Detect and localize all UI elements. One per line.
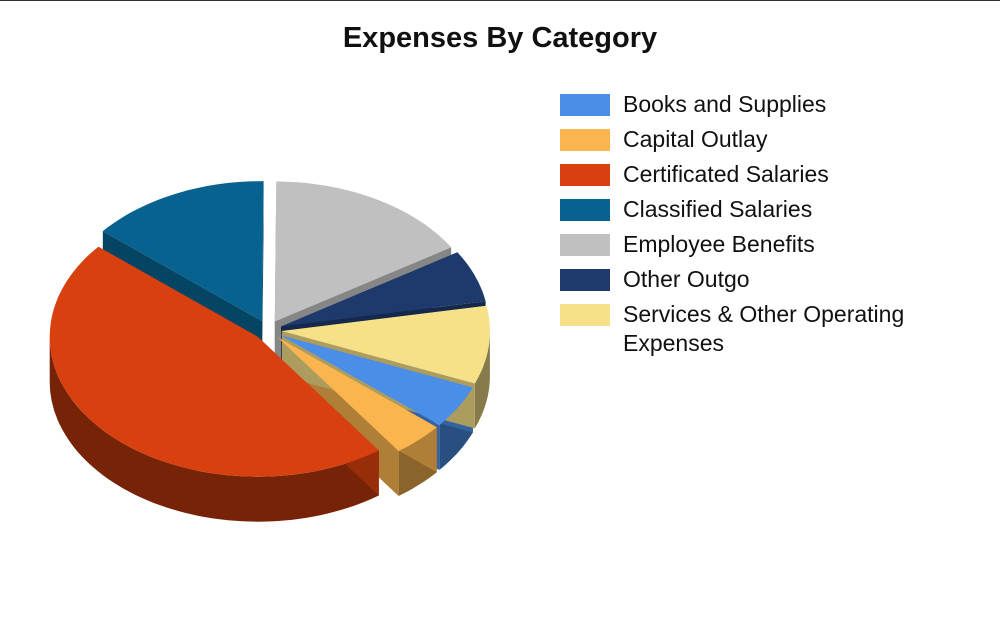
legend-item: Capital Outlay — [560, 125, 960, 154]
legend-label: Other Outgo — [623, 266, 750, 292]
slice — [274, 181, 452, 322]
legend-item: Certificated Salaries — [560, 160, 960, 189]
legend-item: Services & Other Operating Expenses — [560, 300, 960, 358]
legend-label: Capital Outlay — [623, 126, 768, 152]
legend-item: Employee Benefits — [560, 230, 960, 259]
legend-item: Books and Supplies — [560, 90, 960, 119]
legend-item: Classified Salaries — [560, 195, 960, 224]
chart-title: Expenses By Category — [342, 22, 658, 54]
legend-label: Classified Salaries — [623, 196, 813, 222]
legend: Books and Supplies Capital Outlay Certific… — [560, 90, 960, 364]
slice-side — [49, 336, 379, 522]
slice — [102, 181, 264, 322]
legend-label: Services & Other Operating Expenses — [623, 301, 905, 356]
slice — [277, 337, 437, 451]
legend-swatch — [560, 304, 610, 326]
slice — [281, 305, 490, 384]
legend-swatch — [560, 269, 610, 291]
legend-label: Certificated Salaries — [623, 161, 829, 187]
legend-label: Books and Supplies — [623, 91, 827, 117]
legend-swatch — [560, 164, 610, 186]
legend-item: Other Outgo — [560, 265, 960, 294]
slice — [281, 252, 486, 327]
legend-label: Employee Benefits — [623, 231, 815, 257]
legend-swatch — [560, 129, 610, 151]
legend-swatch — [560, 234, 610, 256]
legend-swatch — [560, 199, 610, 221]
legend-swatch — [560, 94, 610, 116]
slice-side — [474, 331, 490, 429]
slice — [49, 246, 379, 477]
slice-face — [262, 181, 264, 367]
top-border — [0, 0, 1000, 1]
slice — [280, 335, 473, 425]
